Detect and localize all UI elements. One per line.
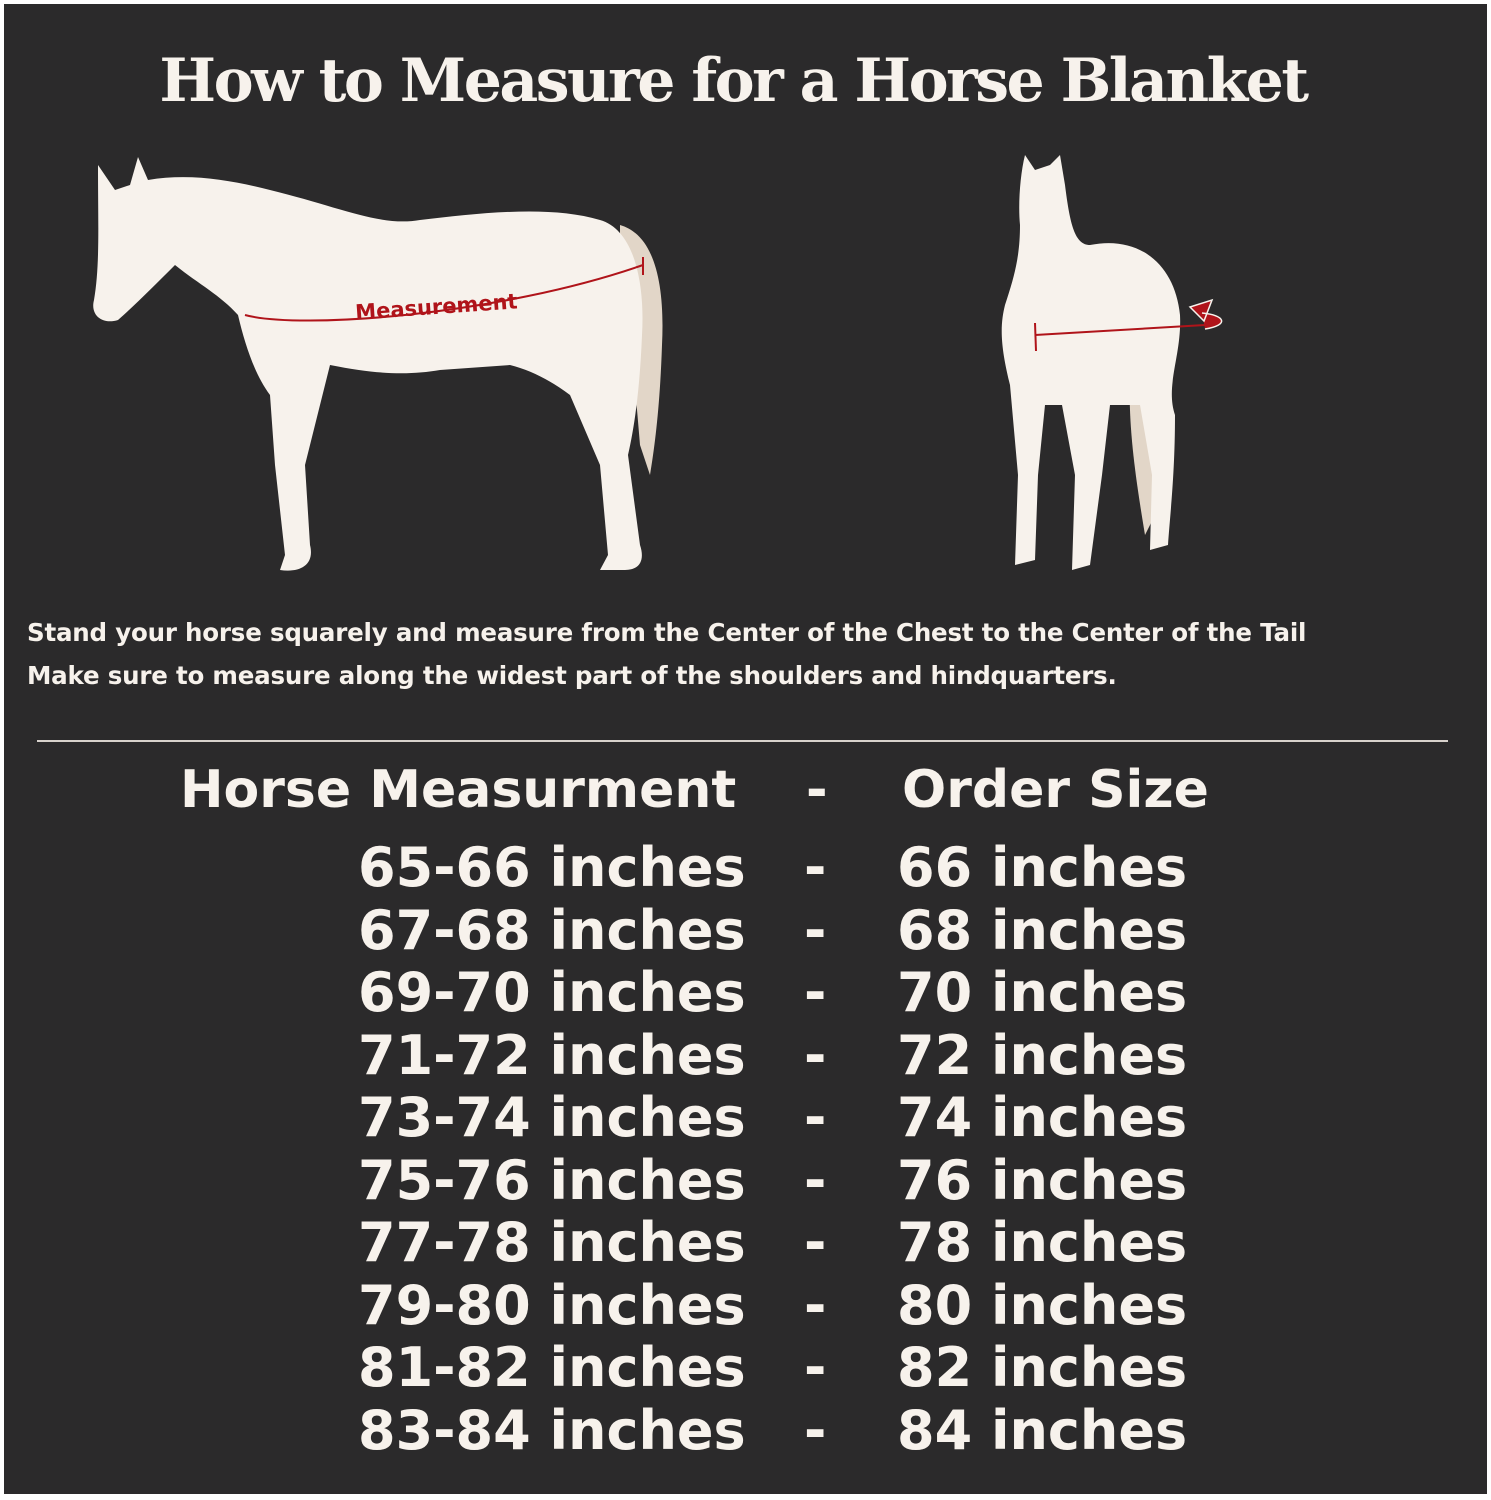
measurement-cell: 71-72 inches (358, 1024, 746, 1087)
table-row: 75-76 inches - 76 inches (0, 1149, 1491, 1212)
measurement-cell: 83-84 inches (358, 1399, 746, 1462)
separator-cell: - (804, 1274, 827, 1337)
separator-cell: - (804, 1149, 827, 1212)
size-cell: 78 inches (897, 1211, 1188, 1274)
size-cell: 68 inches (897, 899, 1188, 962)
separator-cell: - (804, 836, 827, 899)
measurement-cell: 69-70 inches (358, 961, 746, 1024)
table-row: 73-74 inches - 74 inches (0, 1086, 1491, 1149)
instruction-line-2: Make sure to measure along the widest pa… (27, 661, 1117, 690)
measurement-start-tick (1034, 322, 1037, 352)
measurement-cell: 81-82 inches (358, 1336, 746, 1399)
size-cell: 70 inches (897, 961, 1188, 1024)
separator-cell: - (804, 1211, 827, 1274)
size-cell: 82 inches (897, 1336, 1188, 1399)
measurement-line-front (1034, 324, 1206, 336)
divider (37, 740, 1448, 742)
measurement-cell: 65-66 inches (358, 836, 746, 899)
size-cell: 76 inches (897, 1149, 1188, 1212)
table-row: 77-78 inches - 78 inches (0, 1211, 1491, 1274)
size-cell: 72 inches (897, 1024, 1188, 1087)
measurement-cell: 75-76 inches (358, 1149, 746, 1212)
table-row: 65-66 inches - 66 inches (0, 836, 1491, 899)
measurement-cell: 79-80 inches (358, 1274, 746, 1337)
separator-cell: - (804, 1336, 827, 1399)
table-row: 69-70 inches - 70 inches (0, 961, 1491, 1024)
table-row: 81-82 inches - 82 inches (0, 1336, 1491, 1399)
table-row: 83-84 inches - 84 inches (0, 1399, 1491, 1462)
header-order-size: Order Size (902, 760, 1209, 820)
measurement-line (244, 264, 644, 322)
horse-front-body (1001, 155, 1181, 570)
table-row: 79-80 inches - 80 inches (0, 1274, 1491, 1337)
horse-body (93, 157, 643, 571)
measurement-cell: 77-78 inches (358, 1211, 746, 1274)
horse-front-view-illustration (1001, 155, 1223, 570)
separator-cell: - (804, 1399, 827, 1462)
measurement-cell: 73-74 inches (358, 1086, 746, 1149)
table-row: 67-68 inches - 68 inches (0, 899, 1491, 962)
separator-cell: - (804, 961, 827, 1024)
table-row: 71-72 inches - 72 inches (0, 1024, 1491, 1087)
horse-side-view-illustration: Measurement (93, 157, 663, 571)
separator-cell: - (804, 1086, 827, 1149)
size-cell: 66 inches (897, 836, 1188, 899)
separator-cell: - (804, 1024, 827, 1087)
size-cell: 84 inches (897, 1399, 1188, 1462)
size-cell: 80 inches (897, 1274, 1188, 1337)
size-cell: 74 inches (897, 1086, 1188, 1149)
header-measurement: Horse Measurment (180, 760, 737, 820)
page-title: How to Measure for a Horse Blanket (159, 46, 1309, 116)
separator-cell: - (804, 899, 827, 962)
header-separator: - (806, 760, 828, 820)
wrap-arrow-icon (1188, 298, 1223, 330)
measurement-cell: 67-68 inches (358, 899, 746, 962)
instruction-line-1: Stand your horse squarely and measure fr… (27, 618, 1307, 647)
